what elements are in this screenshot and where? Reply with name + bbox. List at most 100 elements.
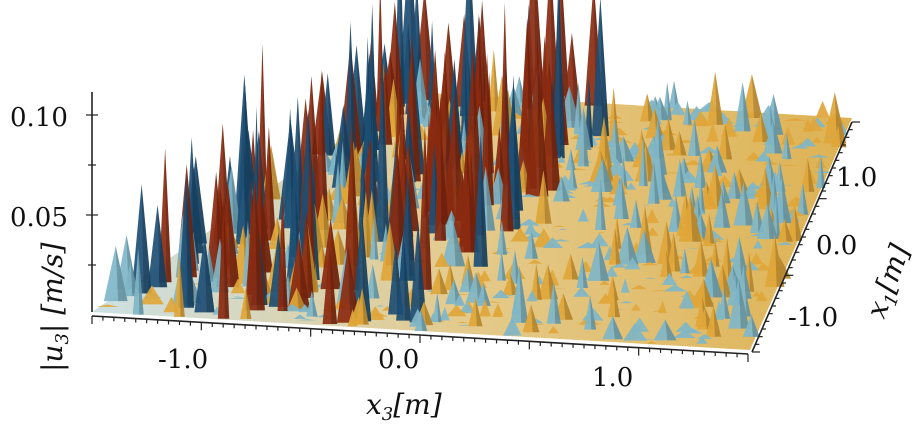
- surface-peak: [755, 167, 775, 210]
- surface-peak: [641, 262, 659, 266]
- surface-peak-shade: [614, 118, 623, 164]
- surface-peak: [714, 300, 724, 320]
- surface-peak-shade: [760, 113, 770, 143]
- surface-peak: [624, 257, 641, 270]
- surface-peak: [599, 280, 610, 285]
- surface-peak: [344, 21, 357, 164]
- surface-peak-shade: [329, 187, 337, 221]
- surface-peak: [338, 141, 348, 196]
- surface-peak: [468, 297, 483, 327]
- surface-peak: [786, 205, 803, 241]
- surface-peak-shade: [209, 247, 216, 283]
- surface-peak: [518, 218, 540, 226]
- surface-peak-shade: [659, 96, 670, 121]
- surface-peak-shade: [179, 256, 185, 317]
- surface-peak: [497, 250, 506, 281]
- surface-peak: [524, 221, 538, 235]
- surface-peak: [240, 287, 252, 320]
- surface-peak-shade: [666, 221, 676, 264]
- surface-peak: [608, 228, 621, 265]
- surface-peak: [672, 130, 687, 156]
- surface-peak: [314, 69, 329, 230]
- surface-peak-shade: [407, 172, 416, 281]
- surface-peak-shade: [480, 133, 488, 267]
- surface-peak-shade: [282, 192, 288, 312]
- surface-peak: [96, 304, 120, 307]
- surface-peak-shade: [781, 176, 792, 224]
- surface-peak-shade: [710, 258, 723, 298]
- surface-peak: [620, 277, 630, 293]
- surface-peak-shade: [588, 76, 594, 148]
- surface-peak: [432, 292, 442, 323]
- surface-peak-shade: [614, 228, 621, 265]
- surface-peak: [396, 235, 412, 321]
- surface-peak-shade: [543, 169, 552, 224]
- surface-peak: [552, 0, 565, 159]
- surface-peak-shade: [623, 156, 628, 189]
- surface-peak: [552, 176, 570, 202]
- surface-peak-shade: [598, 240, 610, 281]
- surface-peak-shade: [138, 248, 144, 315]
- surface-peak-shade: [715, 71, 724, 125]
- surface-peak: [679, 289, 695, 309]
- surface-peak-shade: [513, 74, 521, 230]
- surface-peak-shade: [570, 253, 579, 280]
- surface-peak: [802, 117, 814, 132]
- surface-peak: [609, 263, 630, 268]
- surface-peak-shade: [647, 93, 655, 122]
- surface-peak-shade: [734, 171, 742, 199]
- surface-peak: [503, 317, 522, 336]
- surface-peak: [504, 295, 516, 297]
- surface-peak: [298, 319, 317, 321]
- surface-peak-shade: [776, 189, 781, 239]
- surface-peak: [644, 277, 656, 279]
- surface-peak: [475, 282, 491, 307]
- surface-peak: [797, 182, 809, 215]
- surface-peak-shade: [523, 160, 532, 193]
- surface-peak-shade: [807, 157, 815, 192]
- z-tick-label: 0.10: [10, 103, 68, 133]
- surface-peak: [552, 225, 567, 227]
- surface-peak: [562, 253, 579, 280]
- surface-peak: [679, 275, 693, 279]
- surface-peak: [409, 220, 427, 323]
- surface-peak: [473, 133, 488, 267]
- surface-peak: [619, 301, 634, 304]
- surface-peak-shade: [362, 287, 369, 325]
- surface-peak: [500, 126, 514, 232]
- surface-peak: [630, 284, 648, 290]
- surface-peak-shade: [382, 50, 390, 242]
- surface-peak-shade: [627, 226, 639, 265]
- surface-peak: [781, 132, 792, 160]
- surface-peak: [232, 296, 242, 297]
- surface-peak-shade: [590, 295, 597, 330]
- surface-peak-shade: [561, 176, 570, 202]
- surface-peak: [509, 250, 521, 284]
- surface-peak: [565, 148, 576, 171]
- surface-peak: [177, 173, 195, 308]
- surface-peak: [522, 304, 540, 333]
- surface-peak-shade: [223, 197, 230, 319]
- surface-peak-shade: [820, 154, 826, 189]
- surface-peak: [806, 146, 815, 148]
- surface-peak: [527, 259, 543, 264]
- surface-peak-shade: [767, 203, 779, 240]
- surface-peak: [576, 242, 600, 249]
- surface-peak: [492, 289, 510, 299]
- surface-peak: [430, 268, 448, 295]
- surface-peak-shade: [327, 73, 336, 156]
- surface-peak: [131, 184, 152, 294]
- surface-peak: [590, 233, 609, 247]
- surface-peak-shade: [130, 261, 139, 297]
- surface-peak: [777, 164, 799, 166]
- surface-peak: [605, 265, 618, 277]
- surface-peak: [530, 263, 542, 300]
- surface-peak-shade: [578, 82, 584, 135]
- surface-peak-shade: [420, 310, 428, 331]
- surface-peak-shade: [715, 239, 720, 267]
- surface-peak: [359, 74, 381, 191]
- x1-minor-ticks: [752, 121, 860, 353]
- surface-peak-shade: [418, 220, 427, 323]
- x1-axis-title: x1[m]: [860, 240, 912, 324]
- surface-peak: [639, 93, 655, 122]
